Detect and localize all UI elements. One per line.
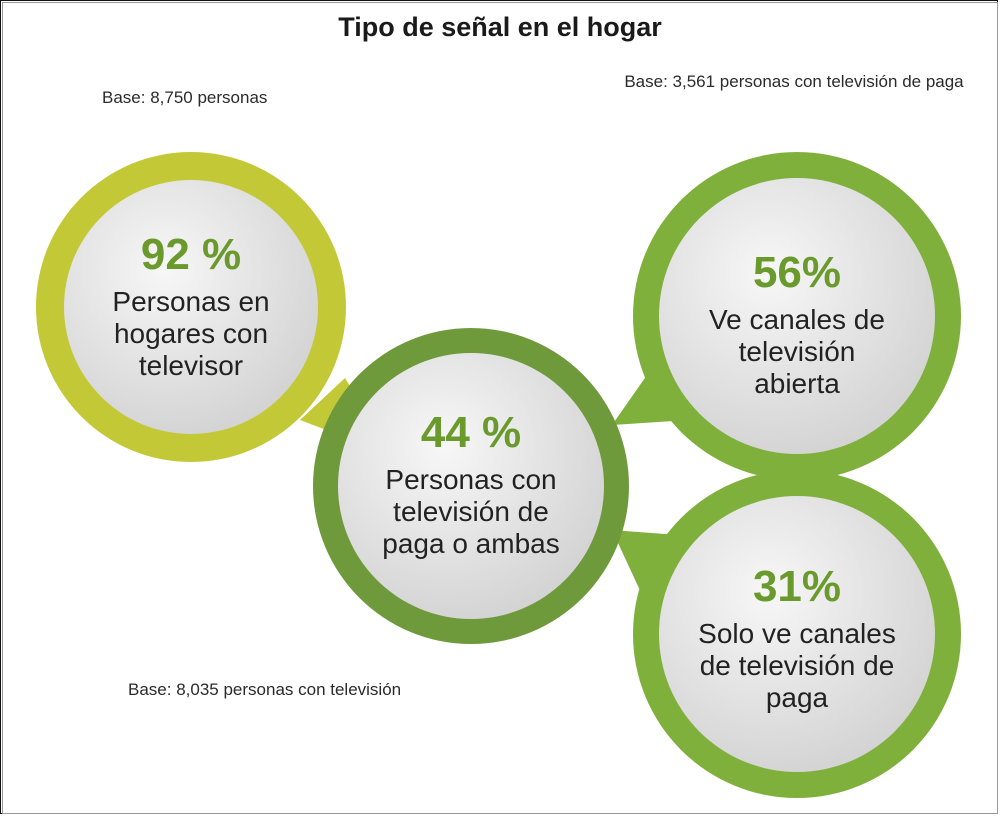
base-note-top-right: Base: 3,561 personas con televisión de p…	[624, 72, 964, 91]
page-title: Tipo de señal en el hogar	[338, 12, 662, 42]
bubble-2-text: 44 % Personas con televisión de paga o a…	[346, 408, 596, 560]
bubble-4-percent: 31%	[752, 562, 842, 611]
bubble-1-text: 92 % Personas en hogares con televisor	[71, 230, 311, 382]
bubble-3-percent: 56%	[752, 248, 842, 297]
bubble-56-percent	[612, 152, 961, 480]
bubble-1-label: Personas en hogares con televisor	[112, 286, 270, 381]
bubble-inner	[659, 178, 935, 454]
base-note-top-left: Base: 8,750 personas	[102, 88, 268, 107]
bubble-1-percent: 92 %	[140, 230, 242, 279]
bubble-inner	[64, 180, 318, 434]
bubble-31-percent	[612, 470, 961, 798]
bubble-4-text: 31% Solo ve canales de televisión de pag…	[667, 562, 927, 714]
bubble-4-label: Solo ve canales de televisión de paga	[698, 618, 896, 713]
bubble-3-label: Ve canales de televisión abierta	[709, 304, 885, 399]
bubble-2-label: Personas con televisión de paga o ambas	[382, 464, 560, 559]
bubble-3-text: 56% Ve canales de televisión abierta	[677, 248, 917, 400]
base-note-bottom-left: Base: 8,035 personas con televisión	[128, 680, 402, 699]
bubble-inner	[659, 496, 935, 772]
bubble-2-percent: 44 %	[420, 408, 522, 457]
bubble-44-percent	[313, 328, 629, 644]
bubble-inner	[338, 353, 604, 619]
